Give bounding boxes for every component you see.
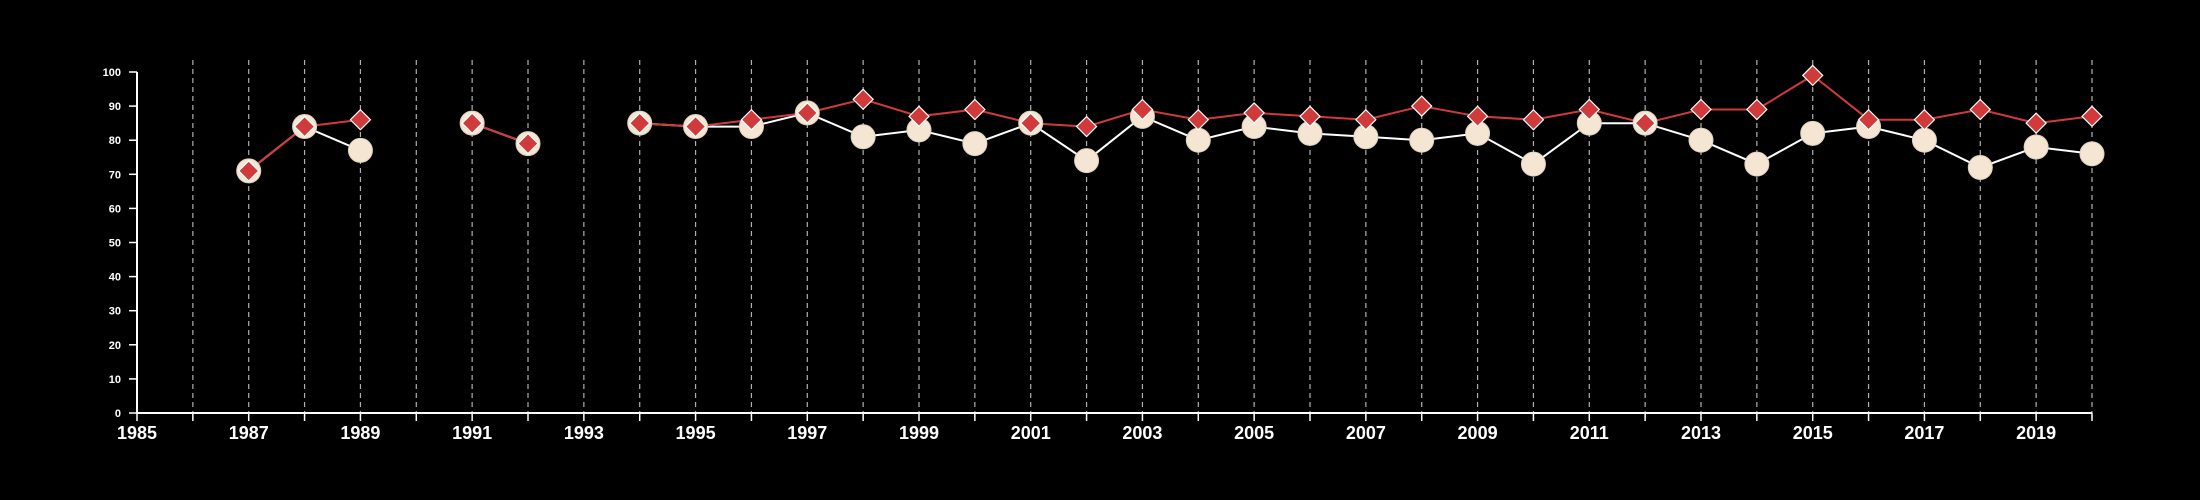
y-tick-label: 60 xyxy=(109,203,121,215)
x-tick-label: 1987 xyxy=(229,423,269,443)
diamond-marker-1998 xyxy=(852,88,874,111)
y-tick-label: 20 xyxy=(109,340,121,352)
circle-marker-2015 xyxy=(1800,120,1826,146)
x-tick-label: 2011 xyxy=(1570,423,1609,443)
y-tick-label: 0 xyxy=(115,408,121,420)
x-tick-label: 2017 xyxy=(1904,423,1944,443)
diamond-marker-1995 xyxy=(684,115,707,138)
x-tick-label: 2001 xyxy=(1011,423,1051,443)
tick-labels: 0 10 20 30 40 50 60 70 80 90 100 1985 1987 1989 1991 19… xyxy=(103,67,2057,443)
x-tick-label: 2005 xyxy=(1234,423,1274,443)
diamond-marker-2015 xyxy=(1801,64,1824,87)
x-tick-label: 2015 xyxy=(1793,423,1833,443)
diamond-marker-2001 xyxy=(1019,112,1042,134)
diamond-marker-2019 xyxy=(2025,112,2047,134)
circle-marker-2008 xyxy=(1409,127,1435,153)
x-tick-label: 2013 xyxy=(1681,423,1721,443)
circle-marker-2010 xyxy=(1520,151,1546,177)
diamond-marker-2020 xyxy=(2081,105,2103,128)
y-tick-label: 100 xyxy=(103,67,121,79)
circle-marker-2013 xyxy=(1688,127,1714,153)
diamond-marker-1999 xyxy=(908,105,930,128)
diamond-marker-2012 xyxy=(1634,112,1656,134)
y-tick-label: 90 xyxy=(109,101,121,113)
x-tick-label: 1985 xyxy=(117,423,157,443)
diamond-marker-1992 xyxy=(517,132,539,155)
circle-marker-1989 xyxy=(347,137,373,163)
diamond-marker-2009 xyxy=(1466,105,1489,128)
x-tick-label: 2009 xyxy=(1458,423,1498,443)
diamond-marker-1988 xyxy=(293,115,316,138)
diamond-marker-2007 xyxy=(1355,108,1377,131)
y-tick-label: 80 xyxy=(109,135,121,147)
y-tick-label: 30 xyxy=(109,306,121,318)
circle-marker-2017 xyxy=(1911,127,1937,153)
diamond-marker-2017 xyxy=(1913,108,1936,131)
diamond-marker-2004 xyxy=(1187,108,1210,131)
diamond-marker-2006 xyxy=(1299,105,1321,128)
y-tick-label: 50 xyxy=(109,238,121,250)
circle-marker-2002 xyxy=(1074,148,1100,174)
series-markers xyxy=(236,64,2105,184)
x-tick-label: 1989 xyxy=(340,423,380,443)
diamond-marker-2016 xyxy=(1857,108,1880,131)
diamond-marker-2010 xyxy=(1522,108,1545,131)
diamond-marker-1997 xyxy=(796,102,819,124)
x-tick-label: 1995 xyxy=(676,423,716,443)
circle-marker-1998 xyxy=(850,124,876,150)
diamond-marker-2000 xyxy=(964,98,986,121)
x-tick-label: 2019 xyxy=(2016,423,2056,443)
diamond-marker-1991 xyxy=(461,112,483,134)
diamond-marker-1989 xyxy=(349,108,372,131)
x-tick-label: 1999 xyxy=(899,423,939,443)
y-tick-label: 10 xyxy=(109,374,121,386)
diamond-marker-2018 xyxy=(1969,98,1992,121)
circle-marker-2000 xyxy=(962,131,988,157)
y-tick-label: 70 xyxy=(109,169,121,181)
diamond-marker-2008 xyxy=(1410,95,1433,117)
y-tick-label: 40 xyxy=(109,272,121,284)
diamond-marker-2014 xyxy=(1746,98,1768,121)
axes xyxy=(129,71,2093,421)
circle-marker-2019 xyxy=(2023,134,2049,160)
x-tick-label: 2003 xyxy=(1122,423,1162,443)
circle-marker-2018 xyxy=(1967,154,1993,180)
x-tick-label: 1993 xyxy=(564,423,604,443)
circle-marker-2020 xyxy=(2079,141,2105,167)
circle-marker-2004 xyxy=(1185,127,1211,153)
diamond-marker-2005 xyxy=(1243,102,1265,124)
diamond-marker-2003 xyxy=(1131,98,1154,121)
diamond-marker-2013 xyxy=(1690,98,1712,121)
diamond-marker-2011 xyxy=(1578,98,1601,121)
diamond-marker-1996 xyxy=(740,108,763,131)
diamond-marker-1994 xyxy=(628,112,651,134)
diamond-marker-1987 xyxy=(237,160,260,182)
circle-marker-2014 xyxy=(1744,151,1770,177)
x-tick-label: 1997 xyxy=(787,423,827,443)
x-tick-label: 1991 xyxy=(452,423,492,443)
diamond-marker-2002 xyxy=(1075,115,1098,138)
x-tick-label: 2007 xyxy=(1346,423,1386,443)
